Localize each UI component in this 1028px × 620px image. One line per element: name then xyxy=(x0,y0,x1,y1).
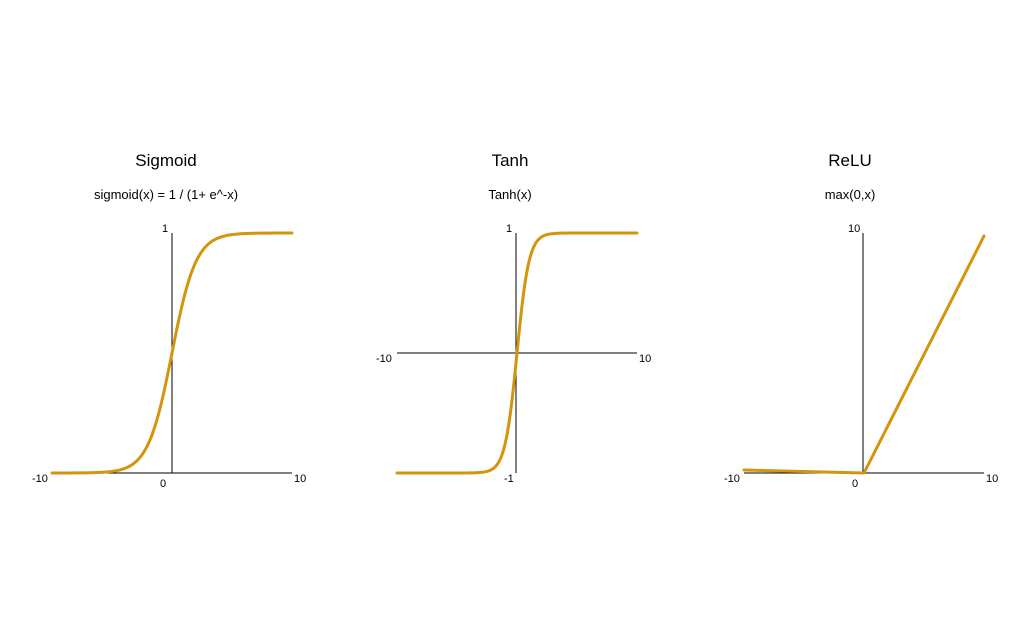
tanh-title: Tanh xyxy=(492,151,529,170)
relu-tick-x-max: 10 xyxy=(986,473,998,485)
sigmoid-tick-origin: 0 xyxy=(160,478,166,490)
tanh-curve xyxy=(395,231,639,475)
sigmoid-tick-x-min: -10 xyxy=(32,473,48,485)
tanh-panel: Tanh Tanh(x) -10 10 1 -1 xyxy=(376,151,651,485)
sigmoid-title: Sigmoid xyxy=(135,151,196,170)
relu-tick-y-max: 10 xyxy=(848,223,860,235)
sigmoid-subtitle: sigmoid(x) = 1 / (1+ e^-x) xyxy=(94,187,238,202)
relu-panel: ReLU max(0,x) -10 10 0 10 xyxy=(724,151,998,490)
sigmoid-tick-y-max: 1 xyxy=(162,223,168,235)
relu-title: ReLU xyxy=(828,151,871,170)
tanh-tick-y-min: -1 xyxy=(504,473,514,485)
sigmoid-tick-x-max: 10 xyxy=(294,473,306,485)
relu-tick-origin: 0 xyxy=(852,478,858,490)
tanh-tick-y-max: 1 xyxy=(506,223,512,235)
tanh-subtitle: Tanh(x) xyxy=(488,187,531,202)
tanh-tick-x-min: -10 xyxy=(376,353,392,365)
tanh-tick-x-max: 10 xyxy=(639,353,651,365)
sigmoid-panel: Sigmoid sigmoid(x) = 1 / (1+ e^-x) -10 1… xyxy=(32,151,306,490)
relu-curve xyxy=(742,234,986,475)
sigmoid-curve xyxy=(50,231,294,475)
relu-subtitle: max(0,x) xyxy=(825,187,876,202)
relu-tick-x-min: -10 xyxy=(724,473,740,485)
